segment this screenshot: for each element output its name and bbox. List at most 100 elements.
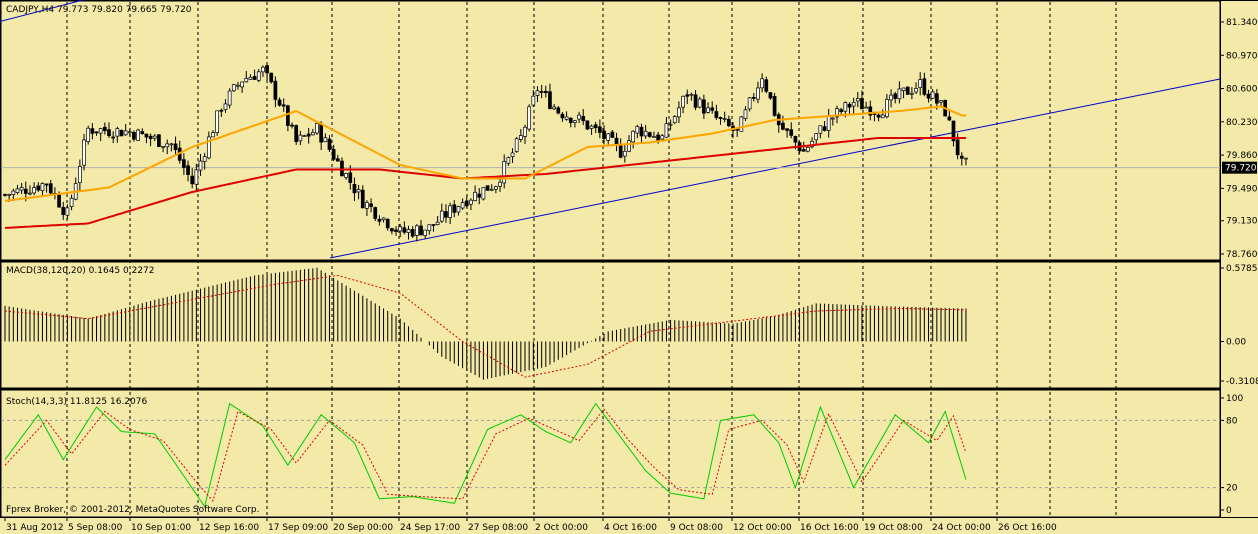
time-tick-label: 31 Aug 2012 bbox=[6, 523, 64, 533]
candle bbox=[706, 102, 710, 114]
candle bbox=[847, 102, 852, 115]
candle bbox=[464, 195, 469, 208]
candle bbox=[598, 119, 602, 139]
candle bbox=[340, 157, 344, 177]
candle bbox=[947, 109, 952, 122]
candle bbox=[215, 110, 220, 136]
macd-header: MACD(38,120,20) 0.1645 0.2272 bbox=[6, 266, 155, 276]
candle bbox=[868, 100, 873, 121]
candle bbox=[194, 163, 199, 191]
candle bbox=[639, 123, 644, 144]
candle bbox=[186, 160, 190, 182]
vertical-grid bbox=[66, 2, 1117, 517]
candle bbox=[718, 116, 723, 125]
macd-signal-line bbox=[4, 274, 966, 378]
candle bbox=[123, 124, 128, 136]
candle bbox=[664, 117, 669, 138]
candle bbox=[252, 69, 257, 80]
candle bbox=[315, 121, 319, 135]
candle bbox=[885, 94, 889, 119]
candle bbox=[876, 113, 881, 122]
candle bbox=[102, 122, 107, 135]
candle bbox=[369, 198, 373, 213]
stoch-tick-label: 100 bbox=[1226, 394, 1243, 404]
price-tick-label: 80.600 bbox=[1226, 85, 1258, 95]
candle bbox=[40, 182, 45, 197]
candle bbox=[901, 87, 906, 99]
candle bbox=[48, 179, 53, 195]
copyright-text: Fprex Broker, © 2001-2012, MetaQuotes So… bbox=[6, 505, 260, 515]
candle bbox=[452, 200, 457, 218]
candle bbox=[390, 227, 394, 235]
candle bbox=[190, 168, 195, 189]
slow-moving-average bbox=[4, 137, 966, 229]
stoch-series bbox=[1, 402, 1220, 508]
candle bbox=[236, 81, 240, 90]
candle bbox=[768, 92, 773, 100]
time-tick-label: 12 Sep 16:00 bbox=[199, 523, 259, 533]
price-tick-label: 80.970 bbox=[1226, 51, 1258, 61]
candle bbox=[485, 185, 490, 191]
candle bbox=[394, 226, 398, 236]
candle bbox=[231, 83, 236, 93]
candle bbox=[423, 229, 428, 240]
price-axis-area bbox=[1221, 1, 1258, 517]
price-tick-label: 79.490 bbox=[1226, 184, 1258, 194]
candle bbox=[219, 108, 224, 118]
candle bbox=[672, 115, 677, 125]
candle bbox=[269, 72, 274, 84]
candle bbox=[710, 101, 715, 114]
time-tick-label: 17 Sep 09:00 bbox=[268, 523, 328, 533]
macd-tick-label: 0.00 bbox=[1226, 338, 1246, 348]
axes-labels: 81.340 80.970 80.600 80.230 79.860 79.490 79.1… bbox=[4, 18, 1258, 533]
candle bbox=[951, 120, 956, 147]
candle bbox=[527, 104, 532, 132]
macd-series bbox=[4, 267, 967, 380]
candle bbox=[107, 122, 111, 138]
candle bbox=[760, 73, 764, 93]
candle bbox=[905, 86, 910, 95]
candle bbox=[356, 184, 361, 200]
candle bbox=[660, 133, 665, 141]
candle bbox=[344, 172, 348, 180]
candle bbox=[860, 90, 864, 110]
candle bbox=[182, 153, 186, 175]
candle bbox=[855, 91, 860, 108]
candle bbox=[144, 133, 149, 144]
macd-tick-label: 0.5785 bbox=[1226, 264, 1258, 274]
candle bbox=[830, 117, 835, 126]
candle bbox=[518, 129, 523, 143]
candle bbox=[152, 133, 157, 142]
candle bbox=[398, 223, 403, 237]
candle bbox=[481, 187, 486, 201]
candle bbox=[294, 124, 299, 145]
candle bbox=[764, 76, 769, 94]
candle bbox=[523, 124, 527, 144]
candle bbox=[514, 136, 519, 153]
candle bbox=[502, 154, 507, 189]
candle bbox=[922, 72, 927, 97]
candle bbox=[477, 187, 482, 205]
time-tick-label: 16 Oct 16:00 bbox=[800, 523, 859, 533]
candle bbox=[173, 136, 178, 156]
macd-panel bbox=[0, 261, 1221, 389]
candle bbox=[385, 218, 390, 231]
price-tick-label: 79.130 bbox=[1226, 217, 1258, 227]
candle bbox=[822, 121, 827, 132]
upper-trend-line bbox=[0, 0, 85, 23]
price-tick-label: 79.860 bbox=[1226, 151, 1258, 161]
candle bbox=[614, 132, 619, 152]
candle bbox=[86, 125, 91, 145]
candle bbox=[714, 104, 719, 120]
candle bbox=[681, 95, 685, 114]
candle bbox=[581, 109, 586, 126]
stoch-d-line bbox=[4, 408, 967, 503]
candle bbox=[90, 123, 95, 140]
stoch-header: Stoch(14,3,3) 11.8125 16.2076 bbox=[6, 397, 147, 407]
candle bbox=[893, 91, 898, 104]
candle bbox=[302, 134, 307, 137]
candle bbox=[693, 90, 698, 111]
candle bbox=[94, 131, 99, 136]
candle bbox=[419, 219, 423, 236]
price-panel bbox=[0, 0, 1221, 261]
